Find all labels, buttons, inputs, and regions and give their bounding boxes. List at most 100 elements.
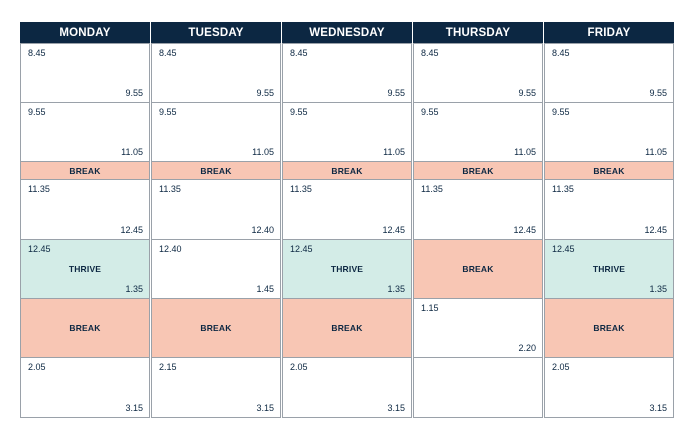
lesson-slot: 9.55 11.05 — [282, 102, 412, 162]
break-label: BREAK — [593, 323, 625, 333]
lesson-slot: 11.35 12.45 — [20, 179, 150, 240]
break-slot: BREAK — [413, 239, 543, 299]
slot-end-time: 12.45 — [513, 225, 536, 235]
day-header: WEDNESDAY — [282, 22, 412, 43]
slot-end-time: 1.35 — [649, 284, 667, 294]
slot-start-time: 8.45 — [290, 48, 308, 58]
break-slot: BREAK — [20, 298, 150, 358]
slot-end-time: 3.15 — [387, 403, 405, 413]
break-slot: BREAK — [151, 298, 281, 358]
lesson-slot: 9.55 11.05 — [544, 102, 674, 162]
slot-end-time: 9.55 — [387, 88, 405, 98]
break-label: BREAK — [462, 165, 494, 176]
slot-end-time: 11.05 — [252, 147, 274, 157]
lesson-slot: 2.15 3.15 — [151, 357, 281, 418]
break-slot: BREAK — [282, 161, 412, 180]
slot-start-time: 11.35 — [159, 184, 181, 194]
day-header: MONDAY — [20, 22, 150, 43]
slot-end-time: 12.40 — [251, 225, 274, 235]
lesson-slot: 2.05 3.15 — [282, 357, 412, 418]
slot-end-time: 2.20 — [518, 343, 536, 353]
slot-start-time: 8.45 — [421, 48, 439, 58]
slot-start-time: 2.15 — [159, 362, 177, 372]
slot-start-time: 11.35 — [552, 184, 574, 194]
break-label: BREAK — [200, 323, 232, 333]
thrive-label: THRIVE — [68, 264, 102, 274]
slot-end-time: 1.45 — [256, 284, 274, 294]
thrive-slot: 12.45 THRIVE 1.35 — [544, 239, 674, 299]
break-label: BREAK — [462, 264, 494, 274]
lesson-slot: 9.55 11.05 — [20, 102, 150, 162]
slot-end-time: 12.45 — [382, 225, 405, 235]
slot-end-time: 1.35 — [387, 284, 405, 294]
slot-end-time: 1.35 — [125, 284, 143, 294]
slot-end-time: 12.45 — [644, 225, 667, 235]
slot-start-time: 11.35 — [421, 184, 443, 194]
slot-start-time: 12.40 — [159, 244, 182, 254]
slot-start-time: 8.45 — [28, 48, 46, 58]
break-slot: BREAK — [20, 161, 150, 180]
lesson-slot: 8.45 9.55 — [544, 43, 674, 103]
lesson-slot: 2.05 3.15 — [20, 357, 150, 418]
break-label: BREAK — [593, 165, 625, 176]
lesson-slot: 11.35 12.45 — [544, 179, 674, 240]
slot-end-time: 3.15 — [649, 403, 667, 413]
slot-start-time: 1.15 — [421, 303, 439, 313]
slot-end-time: 3.15 — [125, 403, 143, 413]
break-label: BREAK — [331, 165, 363, 176]
empty-slot — [413, 357, 543, 418]
break-slot: BREAK — [544, 298, 674, 358]
break-label: BREAK — [69, 165, 101, 176]
slot-start-time: 2.05 — [552, 362, 570, 372]
day-header: FRIDAY — [544, 22, 674, 43]
slot-end-time: 11.05 — [121, 147, 143, 157]
break-label: BREAK — [69, 323, 101, 333]
slot-end-time: 11.05 — [514, 147, 536, 157]
break-slot: BREAK — [151, 161, 281, 180]
slot-start-time: 9.55 — [552, 107, 570, 117]
break-label: BREAK — [331, 323, 363, 333]
lesson-slot: 12.40 1.45 — [151, 239, 281, 299]
slot-start-time: 12.45 — [290, 244, 313, 254]
lesson-slot: 11.35 12.45 — [413, 179, 543, 240]
slot-start-time: 8.45 — [552, 48, 570, 58]
slot-end-time: 9.55 — [649, 88, 667, 98]
day-header: THURSDAY — [413, 22, 543, 43]
slot-start-time: 9.55 — [290, 107, 308, 117]
slot-start-time: 9.55 — [28, 107, 46, 117]
slot-start-time: 11.35 — [28, 184, 50, 194]
thrive-label: THRIVE — [592, 264, 626, 274]
lesson-slot: 11.35 12.40 — [151, 179, 281, 240]
lesson-slot: 2.05 3.15 — [544, 357, 674, 418]
thrive-slot: 12.45 THRIVE 1.35 — [20, 239, 150, 299]
thrive-label: THRIVE — [330, 264, 364, 274]
slot-start-time: 9.55 — [421, 107, 439, 117]
slot-start-time: 2.05 — [290, 362, 308, 372]
slot-start-time: 11.35 — [290, 184, 312, 194]
lesson-slot: 9.55 11.05 — [413, 102, 543, 162]
slot-start-time: 12.45 — [28, 244, 51, 254]
break-label: BREAK — [200, 165, 232, 176]
slot-start-time: 12.45 — [552, 244, 575, 254]
break-slot: BREAK — [544, 161, 674, 180]
slot-end-time: 3.15 — [256, 403, 274, 413]
thrive-slot: 12.45 THRIVE 1.35 — [282, 239, 412, 299]
slot-end-time: 12.45 — [120, 225, 143, 235]
slot-start-time: 2.05 — [28, 362, 46, 372]
slot-end-time: 9.55 — [518, 88, 536, 98]
lesson-slot: 8.45 9.55 — [413, 43, 543, 103]
slot-end-time: 11.05 — [645, 147, 667, 157]
slot-end-time: 9.55 — [256, 88, 274, 98]
break-slot: BREAK — [282, 298, 412, 358]
lesson-slot: 9.55 11.05 — [151, 102, 281, 162]
slot-end-time: 9.55 — [125, 88, 143, 98]
slot-end-time: 11.05 — [383, 147, 405, 157]
lesson-slot: 1.15 2.20 — [413, 298, 543, 358]
lesson-slot: 11.35 12.45 — [282, 179, 412, 240]
lesson-slot: 8.45 9.55 — [20, 43, 150, 103]
day-header: TUESDAY — [151, 22, 281, 43]
slot-start-time: 8.45 — [159, 48, 177, 58]
lesson-slot: 8.45 9.55 — [282, 43, 412, 103]
lesson-slot: 8.45 9.55 — [151, 43, 281, 103]
break-slot: BREAK — [413, 161, 543, 180]
